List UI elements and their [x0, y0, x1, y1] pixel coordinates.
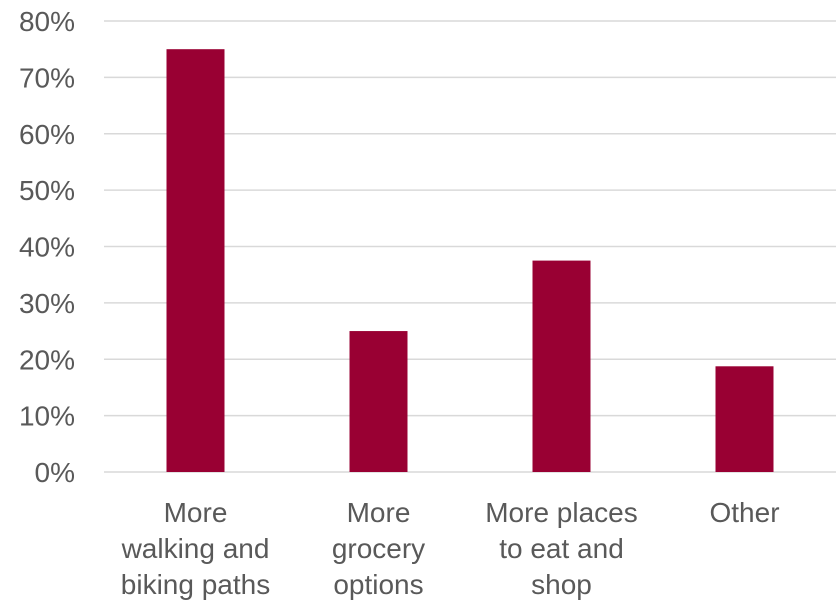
y-tick-label: 20% [19, 344, 75, 375]
x-category-label: More walking and biking paths [121, 497, 271, 600]
x-category-label-line: More places [485, 497, 638, 528]
x-category-label-line: grocery [332, 533, 425, 564]
x-category-label-line: shop [531, 569, 592, 600]
x-category-label-line: to eat and [499, 533, 624, 564]
x-category-label-line: Other [709, 497, 779, 528]
x-category-label-line: More [164, 497, 228, 528]
x-category-label: More places to eat and shop [485, 497, 638, 600]
gridlines [104, 20, 836, 473]
y-tick-label: 30% [19, 288, 75, 319]
y-tick-label: 0% [35, 457, 75, 488]
x-category-label-line: biking paths [121, 569, 270, 600]
bar [166, 49, 225, 472]
bar [349, 331, 408, 472]
bars [166, 49, 774, 472]
y-axis-tick-labels: 0% 10% 20% 30% 40% 50% 60% 70% 80% [19, 6, 75, 488]
x-category-label: More grocery options [332, 497, 425, 600]
x-category-label: Other [709, 497, 779, 528]
y-tick-label: 70% [19, 62, 75, 93]
y-tick-label: 80% [19, 6, 75, 37]
x-category-label-line: walking and [121, 533, 270, 564]
x-axis-category-labels: More walking and biking paths More grocery op… [121, 497, 780, 600]
x-category-label-line: More [347, 497, 411, 528]
bar [715, 366, 774, 472]
x-category-label-line: options [333, 569, 423, 600]
y-tick-label: 50% [19, 175, 75, 206]
y-tick-label: 60% [19, 119, 75, 150]
y-tick-label: 40% [19, 232, 75, 263]
bar [532, 260, 591, 472]
y-tick-label: 10% [19, 401, 75, 432]
